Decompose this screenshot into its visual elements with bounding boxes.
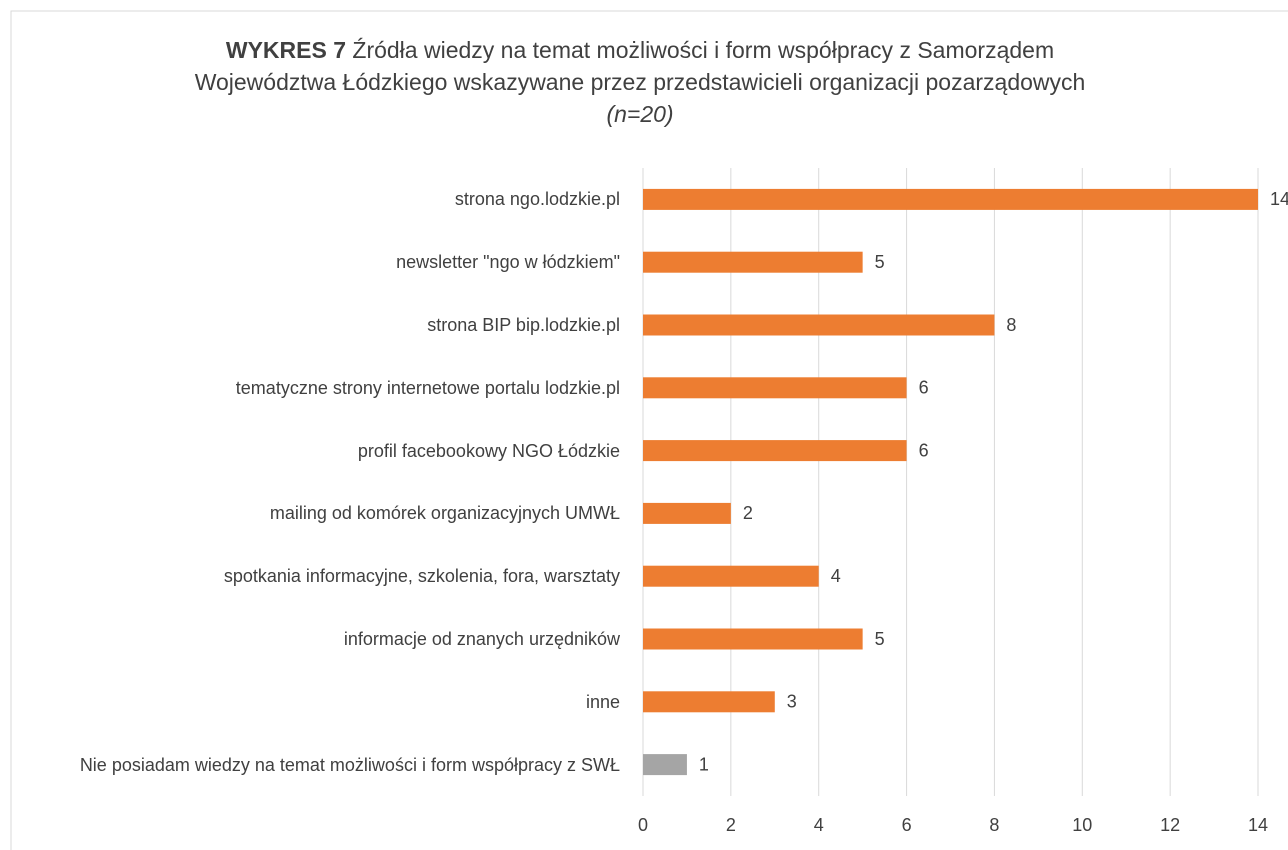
data-label: 6	[919, 378, 929, 398]
y-tick-label: spotkania informacyjne, szkolenia, fora,…	[223, 566, 620, 587]
data-label: 2	[743, 503, 753, 523]
x-tick-label: 14	[1248, 815, 1268, 835]
data-label: 6	[919, 440, 929, 460]
y-tick-label: profil facebookowy NGO Łódzkie	[357, 440, 620, 461]
y-tick-label: newsletter "ngo w łódzkiem"	[396, 252, 620, 273]
x-tick-label: 10	[1072, 815, 1092, 835]
y-tick-label: strona ngo.lodzkie.pl	[454, 189, 620, 210]
data-label: 14	[1270, 189, 1288, 209]
data-label: 4	[831, 566, 841, 586]
data-label: 1	[699, 754, 709, 774]
title-label: WYKRES 7	[225, 37, 346, 63]
x-tick-label: 12	[1160, 815, 1180, 835]
data-label: 3	[787, 692, 797, 712]
chart-border	[10, 10, 1288, 850]
bar	[643, 251, 863, 273]
chart-title: WYKRES 7 Źródła wiedzy na temat możliwoś…	[180, 34, 1100, 130]
y-tick-label: tematyczne strony internetowe portalu lo…	[235, 377, 620, 398]
bar	[643, 502, 731, 524]
bar	[643, 314, 995, 336]
x-tick-label: 4	[814, 815, 824, 835]
x-tick-label: 2	[726, 815, 736, 835]
y-tick-label: strona BIP bip.lodzkie.pl	[427, 315, 620, 335]
data-label: 8	[1006, 315, 1016, 335]
y-tick-label: inne	[585, 691, 620, 712]
title-text: Źródła wiedzy na temat możliwości i form…	[194, 37, 1086, 95]
data-label: 5	[875, 629, 885, 649]
title-note: (n=20)	[606, 101, 674, 127]
data-label: 5	[875, 252, 885, 272]
bar	[643, 628, 863, 650]
bar	[643, 188, 1258, 210]
x-tick-label: 8	[989, 815, 999, 835]
bar	[643, 691, 775, 713]
bar	[643, 440, 907, 462]
bar	[643, 377, 907, 399]
x-tick-label: 0	[638, 815, 648, 835]
y-tick-label: informacje od znanych urzędników	[343, 629, 620, 649]
y-tick-label: Nie posiadam wiedzy na temat możliwości …	[79, 754, 620, 775]
bar	[643, 754, 687, 776]
y-tick-label: mailing od komórek organizacyjnych UMWŁ	[269, 503, 620, 524]
x-tick-label: 6	[902, 815, 912, 835]
bar	[643, 565, 819, 587]
